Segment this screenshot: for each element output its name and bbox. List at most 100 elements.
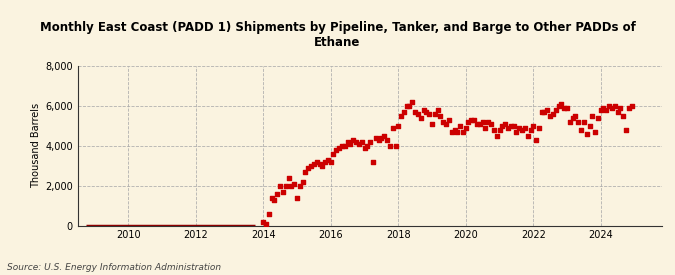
Point — [601, 108, 612, 112]
Point — [362, 144, 373, 148]
Point — [376, 136, 387, 140]
Point — [412, 112, 423, 116]
Point — [311, 160, 322, 164]
Point — [508, 124, 519, 128]
Point — [525, 128, 536, 132]
Point — [562, 106, 572, 110]
Point — [468, 118, 479, 122]
Point — [292, 195, 302, 200]
Point — [542, 108, 553, 112]
Point — [615, 106, 626, 110]
Point — [427, 122, 437, 126]
Point — [454, 124, 465, 128]
Point — [418, 108, 429, 112]
Point — [587, 114, 598, 118]
Point — [578, 120, 589, 124]
Point — [500, 122, 511, 126]
Point — [396, 114, 406, 118]
Point — [289, 182, 300, 186]
Point — [385, 144, 396, 148]
Point — [551, 108, 562, 112]
Point — [284, 175, 294, 180]
Point — [264, 211, 275, 216]
Point — [623, 106, 634, 110]
Point — [275, 183, 286, 188]
Point — [593, 116, 603, 120]
Point — [277, 189, 288, 194]
Point — [522, 134, 533, 138]
Point — [475, 122, 485, 126]
Point — [514, 126, 524, 130]
Point — [598, 106, 609, 110]
Point — [424, 112, 435, 116]
Point — [340, 144, 350, 148]
Point — [621, 128, 632, 132]
Point — [446, 130, 457, 134]
Point — [370, 136, 381, 140]
Point — [450, 128, 460, 132]
Point — [612, 110, 623, 114]
Point — [351, 139, 362, 144]
Point — [382, 138, 393, 142]
Point — [401, 104, 412, 108]
Point — [308, 161, 319, 166]
Point — [497, 124, 508, 128]
Point — [534, 126, 545, 130]
Point — [488, 128, 499, 132]
Point — [460, 126, 471, 130]
Point — [606, 106, 617, 110]
Point — [545, 114, 556, 118]
Point — [576, 128, 587, 132]
Point — [393, 124, 404, 128]
Point — [491, 134, 502, 138]
Point — [595, 108, 606, 112]
Point — [603, 104, 614, 108]
Point — [477, 120, 488, 124]
Point — [441, 122, 452, 126]
Point — [298, 179, 308, 184]
Point — [618, 114, 629, 118]
Point — [319, 160, 330, 164]
Point — [585, 124, 595, 128]
Point — [315, 161, 325, 166]
Point — [536, 110, 547, 114]
Point — [502, 126, 513, 130]
Point — [261, 221, 271, 226]
Point — [480, 126, 491, 130]
Point — [331, 147, 342, 152]
Point — [433, 108, 443, 112]
Point — [359, 145, 370, 150]
Text: Monthly East Coast (PADD 1) Shipments by Pipeline, Tanker, and Barge to Other PA: Monthly East Coast (PADD 1) Shipments by… — [40, 21, 635, 50]
Point — [559, 106, 570, 110]
Point — [373, 138, 384, 142]
Point — [367, 160, 378, 164]
Point — [325, 160, 336, 164]
Point — [416, 116, 427, 120]
Point — [443, 118, 454, 122]
Point — [399, 110, 410, 114]
Point — [272, 191, 283, 196]
Point — [407, 100, 418, 104]
Point — [342, 139, 353, 144]
Point — [345, 142, 356, 146]
Point — [336, 144, 347, 148]
Point — [483, 120, 494, 124]
Point — [517, 128, 528, 132]
Point — [437, 120, 448, 124]
Point — [269, 197, 279, 202]
Text: Source: U.S. Energy Information Administration: Source: U.S. Energy Information Administ… — [7, 263, 221, 272]
Point — [564, 120, 575, 124]
Point — [568, 116, 578, 120]
Point — [328, 152, 339, 156]
Point — [323, 158, 333, 162]
Point — [356, 139, 367, 144]
Point — [379, 134, 389, 138]
Point — [610, 104, 620, 108]
Point — [589, 130, 600, 134]
Point — [485, 122, 496, 126]
Point — [570, 114, 580, 118]
Point — [505, 124, 516, 128]
Point — [531, 138, 541, 142]
Point — [466, 118, 477, 122]
Point — [458, 130, 468, 134]
